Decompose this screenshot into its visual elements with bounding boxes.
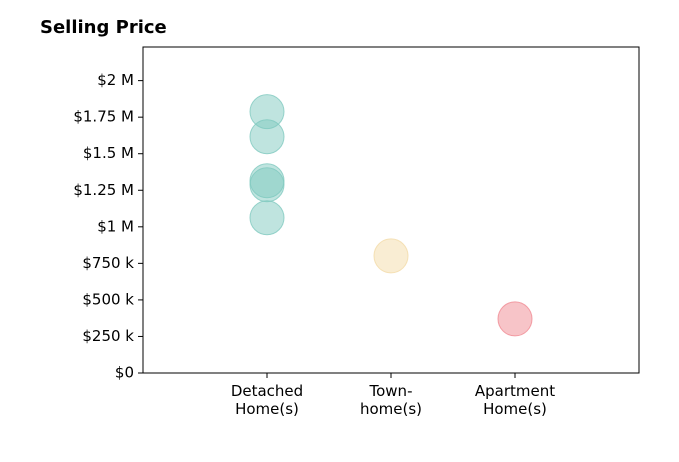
y-tick-label: $1.25 M xyxy=(73,181,134,199)
point xyxy=(249,167,285,203)
y-tick-label: $750 k xyxy=(82,254,134,272)
y-tick-label: $500 k xyxy=(82,290,134,308)
point xyxy=(249,119,285,155)
point xyxy=(249,200,285,236)
y-tick-label: $1 M xyxy=(97,217,134,235)
y-tick-label: $2 M xyxy=(97,71,134,89)
point xyxy=(373,238,409,274)
x-tick-label: Detached Home(s) xyxy=(230,382,304,418)
point xyxy=(497,301,533,337)
y-tick-label: $1.5 M xyxy=(83,144,134,162)
y-tick-label: $250 k xyxy=(82,327,134,345)
y-tick-label: $1.75 M xyxy=(73,108,134,126)
x-tick-label: Town-home(s) xyxy=(359,382,423,418)
y-tick-label: $0 xyxy=(115,364,134,382)
chart-title: Selling Price xyxy=(40,17,167,38)
plot-frame xyxy=(142,46,640,374)
x-tick-label: Apartment Home(s) xyxy=(474,382,556,418)
